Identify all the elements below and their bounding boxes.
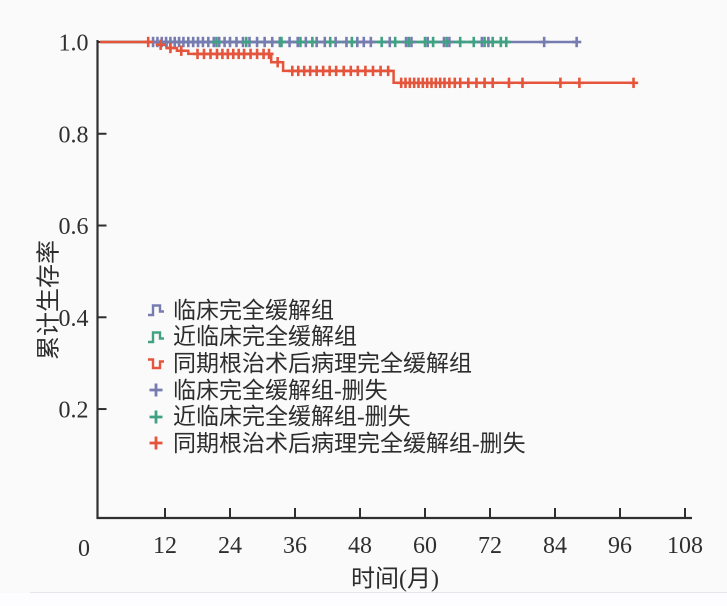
y-tick-label: 0.8 bbox=[59, 122, 89, 148]
plus-censor-icon bbox=[146, 435, 166, 451]
x-axis-title: 时间(月) bbox=[351, 566, 439, 593]
plus-censor-icon bbox=[146, 409, 166, 425]
x-tick-label: 96 bbox=[608, 533, 632, 559]
legend-item: 临床完全缓解组-删失 bbox=[146, 377, 526, 404]
origin-label: 0 bbox=[78, 536, 90, 562]
legend-label: 近临床完全缓解组 bbox=[173, 324, 357, 350]
y-tick-label: 1.0 bbox=[59, 31, 89, 57]
x-tick-label: 60 bbox=[413, 533, 437, 559]
legend: 临床完全缓解组 近临床完全缓解组 同期根治术后病理完全缓解组 临床完全缓解组-删… bbox=[146, 297, 526, 457]
legend-item: 近临床完全缓解组-删失 bbox=[146, 403, 526, 430]
plus-censor-icon bbox=[146, 382, 166, 398]
step-glyph bbox=[148, 304, 164, 317]
x-tick-label: 24 bbox=[218, 533, 242, 559]
bottom-divider bbox=[30, 592, 727, 593]
legend-label: 临床完全缓解组-删失 bbox=[173, 377, 388, 403]
legend-item: 近临床完全缓解组 bbox=[146, 324, 526, 351]
y-tick-label: 0.6 bbox=[59, 214, 89, 240]
x-tick-label: 72 bbox=[478, 533, 502, 559]
y-tick-label: 0.4 bbox=[59, 306, 89, 332]
bottom-strip bbox=[0, 593, 727, 606]
plus-glyph bbox=[149, 410, 163, 424]
y-axis-title: 累计生存率 bbox=[36, 240, 63, 360]
x-tick-label: 108 bbox=[667, 533, 703, 559]
legend-label: 临床完全缓解组 bbox=[173, 297, 334, 323]
step-line-icon bbox=[146, 329, 166, 345]
step-down-glyph bbox=[148, 358, 164, 370]
step-line-icon bbox=[146, 355, 166, 371]
legend-label: 同期根治术后病理完全缓解组 bbox=[173, 350, 472, 376]
y-tick-label: 0.2 bbox=[59, 398, 89, 424]
legend-label: 同期根治术后病理完全缓解组-删失 bbox=[173, 430, 526, 456]
x-tick-label: 12 bbox=[153, 533, 177, 559]
series-censors-2 bbox=[143, 36, 639, 89]
plus-glyph bbox=[149, 383, 163, 397]
step-line-icon bbox=[146, 302, 166, 318]
x-tick-label: 36 bbox=[283, 533, 307, 559]
x-tick-label: 84 bbox=[543, 533, 567, 559]
legend-label: 近临床完全缓解组-删失 bbox=[173, 404, 411, 430]
series-censors-1 bbox=[211, 36, 511, 48]
x-tick-label: 48 bbox=[348, 533, 372, 559]
legend-item: 同期根治术后病理完全缓解组-删失 bbox=[146, 430, 526, 457]
legend-item: 同期根治术后病理完全缓解组 bbox=[146, 350, 526, 377]
plus-glyph bbox=[149, 436, 163, 450]
axes bbox=[96, 40, 692, 520]
step-glyph bbox=[148, 331, 164, 344]
legend-item: 临床完全缓解组 bbox=[146, 297, 526, 324]
